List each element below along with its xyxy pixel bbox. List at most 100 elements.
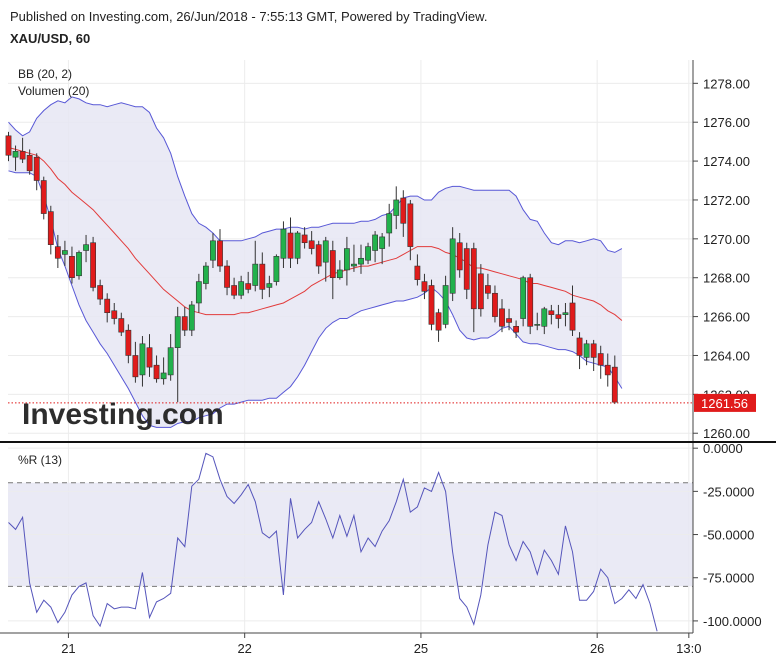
candle: [358, 244, 364, 274]
candle: [210, 233, 216, 268]
candle: [245, 271, 252, 294]
candle: [449, 227, 456, 302]
candle-body: [329, 250, 336, 279]
candle: [534, 312, 541, 331]
candle-body: [343, 248, 350, 271]
last-price-badge: [694, 393, 756, 412]
candle: [153, 355, 160, 383]
candle: [329, 240, 336, 300]
price-tick-label: 1268.00: [703, 271, 750, 286]
candle: [238, 275, 245, 300]
candle: [83, 234, 89, 263]
candle-body: [160, 372, 167, 380]
symbol-label: XAU/USD, 60: [10, 31, 91, 46]
candle: [5, 131, 12, 162]
candle-body: [555, 314, 562, 319]
candle-body: [301, 234, 308, 244]
candle: [224, 260, 230, 296]
candle-body: [527, 277, 534, 327]
candle-body: [358, 257, 364, 265]
time-tick-label: 22: [237, 641, 251, 656]
candle: [287, 217, 294, 268]
candle-body: [463, 248, 470, 290]
candle-body: [386, 213, 393, 234]
candle: [555, 304, 562, 329]
candle-body: [393, 199, 400, 216]
candle-body: [210, 240, 216, 261]
wr-line: [8, 452, 658, 632]
candle: [280, 221, 287, 268]
price-tick-label: 1278.00: [703, 76, 750, 91]
candle-body: [153, 364, 160, 380]
candle-body: [597, 353, 604, 366]
candle: [47, 205, 54, 255]
candle-body: [259, 263, 266, 290]
candle: [33, 153, 40, 191]
candle: [61, 240, 68, 267]
candle: [569, 285, 576, 337]
indicator-label-bb: BB (20, 2): [18, 67, 72, 81]
candle: [386, 203, 393, 247]
candle: [372, 231, 378, 263]
candle-body: [280, 228, 287, 259]
candle-body: [336, 269, 343, 279]
candle: [40, 176, 47, 220]
candle: [351, 244, 357, 272]
candle-body: [69, 256, 75, 279]
candle-body: [231, 285, 237, 296]
williams-r-grid: [8, 443, 693, 633]
candle: [520, 275, 527, 327]
candle-body: [238, 281, 245, 296]
candles: [5, 131, 618, 405]
candle-body: [407, 203, 414, 247]
price-tick-label: 1274.00: [703, 154, 750, 169]
candle: [477, 264, 484, 317]
candle-body: [435, 312, 442, 331]
candle: [421, 273, 428, 300]
candle-body: [541, 308, 548, 327]
candle: [604, 353, 611, 387]
candle-body: [118, 318, 125, 333]
wr-tick-label: 0.0000: [703, 441, 743, 456]
candle: [174, 306, 181, 403]
candle: [90, 236, 96, 292]
candle: [54, 234, 61, 268]
bb-fill: [8, 96, 622, 428]
candle: [499, 299, 505, 333]
candle: [322, 236, 329, 282]
candle: [506, 308, 512, 331]
candle-body: [76, 252, 82, 277]
candle-body: [372, 234, 378, 251]
candle: [104, 293, 111, 323]
bb-upper-line: [8, 96, 623, 253]
williams-r-series: [8, 452, 658, 632]
candle: [597, 345, 604, 379]
price-tick-label: 1276.00: [703, 115, 750, 130]
candle-body: [5, 135, 12, 156]
candle: [456, 233, 463, 278]
wr-tick-label: -25.0000: [703, 484, 754, 499]
candle-body: [181, 316, 188, 331]
candle-body: [428, 285, 435, 325]
candle: [188, 301, 195, 337]
candle: [414, 254, 421, 286]
candle-body: [19, 151, 26, 160]
candle-body: [174, 316, 181, 348]
candle-body: [604, 364, 611, 376]
candle: [217, 229, 223, 272]
candle-body: [379, 236, 386, 249]
candle-body: [351, 263, 357, 267]
candle-body: [61, 250, 68, 255]
candle: [541, 306, 548, 335]
candle-body: [315, 244, 322, 267]
watermark-text: Investing.com: [22, 398, 224, 431]
candle: [69, 246, 75, 284]
price-tick-label: 1260.00: [703, 426, 750, 441]
candle-body: [139, 343, 146, 376]
time-tick-label: 21: [61, 641, 75, 656]
candle: [513, 320, 519, 338]
candle-body: [308, 240, 315, 249]
candle-body: [273, 256, 280, 282]
candle-body: [400, 197, 407, 224]
candle: [273, 254, 280, 286]
